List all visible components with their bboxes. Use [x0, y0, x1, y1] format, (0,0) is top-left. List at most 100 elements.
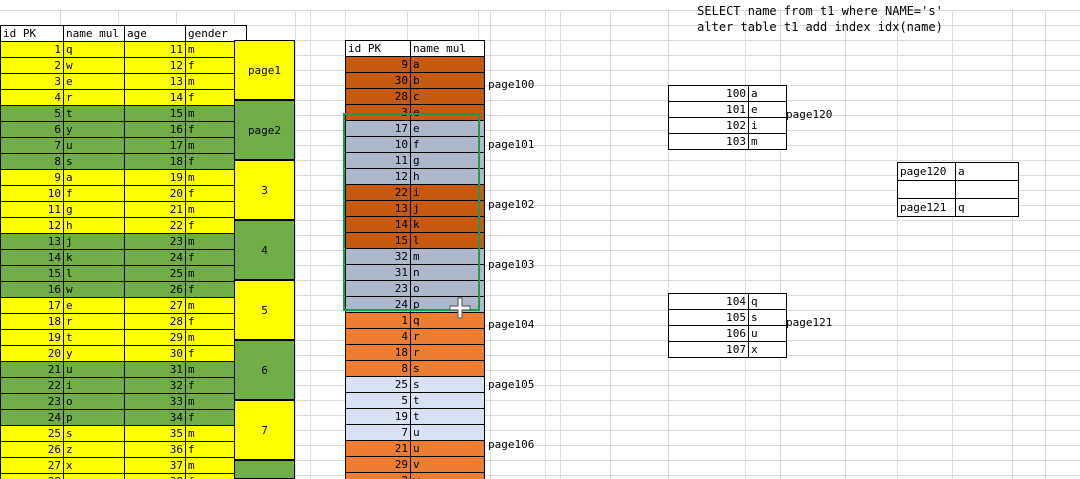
cell[interactable]: 16 [124, 121, 186, 138]
cell[interactable]: y [63, 121, 125, 138]
index-page-label-page104[interactable]: page104 [488, 318, 535, 331]
cell[interactable]: q [748, 293, 787, 310]
cell[interactable]: 20 [124, 185, 186, 202]
cell[interactable]: f [185, 281, 247, 298]
cell[interactable]: page121 [897, 198, 956, 217]
cell[interactable]: 21 [124, 201, 186, 218]
cell[interactable]: f [185, 217, 247, 234]
cell[interactable]: j [410, 200, 485, 217]
cell[interactable]: 17 [124, 137, 186, 154]
cell[interactable]: 32 [124, 377, 186, 394]
cell[interactable]: q [955, 198, 1019, 217]
cell[interactable]: e [63, 297, 125, 314]
cell[interactable]: 29 [345, 456, 411, 473]
cell[interactable]: e [63, 73, 125, 90]
cell[interactable]: 16 [0, 281, 64, 298]
cell[interactable]: 22 [0, 377, 64, 394]
cell[interactable]: p [63, 409, 125, 426]
cell[interactable]: 23 [124, 233, 186, 250]
cell[interactable]: u [748, 325, 787, 342]
cell[interactable]: 22 [124, 217, 186, 234]
cell[interactable]: u [410, 440, 485, 457]
cell[interactable]: 24 [345, 296, 411, 313]
cell[interactable]: l [63, 265, 125, 282]
cell[interactable]: 11 [0, 201, 64, 218]
cell[interactable]: 5 [345, 392, 411, 409]
cell[interactable]: i [63, 377, 125, 394]
cell[interactable]: 21 [0, 361, 64, 378]
cell[interactable]: w [410, 472, 485, 479]
cell[interactable]: s [63, 425, 125, 442]
cell[interactable]: 2 [345, 472, 411, 479]
cell[interactable]: 1 [0, 41, 64, 58]
cell[interactable]: 13 [124, 73, 186, 90]
cell[interactable]: m [185, 297, 247, 314]
cell[interactable]: m [185, 233, 247, 250]
cell[interactable]: 13 [0, 233, 64, 250]
cell[interactable]: f [63, 185, 125, 202]
cell[interactable]: b [410, 72, 485, 89]
cell[interactable]: 32 [345, 248, 411, 265]
cell[interactable]: 26 [0, 441, 64, 458]
index-page-label-page102[interactable]: page102 [488, 198, 535, 211]
cell[interactable]: 106 [668, 325, 749, 342]
cell[interactable]: h [410, 168, 485, 185]
cell[interactable]: y [63, 345, 125, 362]
page-band-5[interactable]: 5 [234, 280, 295, 340]
cell[interactable]: e [748, 101, 787, 118]
cell[interactable]: 1 [345, 312, 411, 329]
cell[interactable]: m [410, 248, 485, 265]
cell[interactable]: 11 [345, 152, 411, 169]
cell[interactable]: o [63, 393, 125, 410]
cell[interactable]: f [185, 57, 247, 74]
cell[interactable]: l [410, 232, 485, 249]
cell[interactable]: 11 [124, 41, 186, 58]
cell[interactable]: 19 [124, 169, 186, 186]
cell[interactable]: 103 [668, 133, 749, 150]
cell[interactable]: 104 [668, 293, 749, 310]
cell[interactable]: 37 [124, 457, 186, 474]
cell[interactable]: 12 [124, 57, 186, 74]
cell[interactable]: p [410, 296, 485, 313]
cell[interactable]: w [63, 281, 125, 298]
cell[interactable]: s [748, 309, 787, 326]
cell[interactable]: s [410, 360, 485, 377]
cell[interactable]: 18 [345, 344, 411, 361]
cell[interactable]: 102 [668, 117, 749, 134]
cell[interactable]: 107 [668, 341, 749, 358]
cell[interactable]: 105 [668, 309, 749, 326]
cell[interactable] [897, 180, 956, 199]
cell[interactable]: 34 [124, 409, 186, 426]
cell[interactable]: f [185, 345, 247, 362]
cell[interactable]: 30 [345, 72, 411, 89]
cell[interactable]: 15 [345, 232, 411, 249]
index-page-label-page101[interactable]: page101 [488, 138, 535, 151]
cell[interactable]: 4 [0, 89, 64, 106]
column-header[interactable]: age [124, 25, 186, 42]
cell[interactable]: r [63, 313, 125, 330]
cell[interactable]: 9 [345, 56, 411, 73]
cell[interactable]: 12 [345, 168, 411, 185]
cell[interactable]: 12 [0, 217, 64, 234]
cell[interactable]: g [63, 201, 125, 218]
cell[interactable]: 28 [345, 88, 411, 105]
cell[interactable]: a [63, 169, 125, 186]
cell[interactable]: j [63, 233, 125, 250]
cell[interactable]: page120 [897, 162, 956, 181]
cell[interactable]: 25 [124, 265, 186, 282]
cell[interactable]: 22 [345, 184, 411, 201]
cell[interactable]: h [63, 217, 125, 234]
page-band-page2[interactable]: page2 [234, 100, 295, 160]
cell[interactable]: f [185, 313, 247, 330]
cell[interactable]: z [63, 441, 125, 458]
cell[interactable]: f [185, 121, 247, 138]
cell[interactable]: 17 [0, 297, 64, 314]
cell[interactable]: 10 [345, 136, 411, 153]
cell[interactable]: 28 [0, 473, 64, 479]
page-band-page1[interactable]: page1 [234, 40, 295, 100]
cell[interactable]: f [410, 136, 485, 153]
cell[interactable]: n [410, 264, 485, 281]
cell[interactable]: i [748, 117, 787, 134]
cell[interactable]: 33 [124, 393, 186, 410]
cell[interactable]: r [410, 328, 485, 345]
